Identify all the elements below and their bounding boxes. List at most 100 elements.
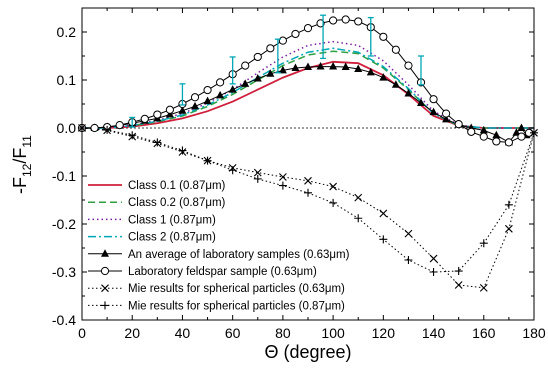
y-axis-title-mid: /F: [10, 148, 30, 164]
series-5-point: [391, 80, 400, 88]
series-5-point: [216, 90, 225, 99]
series-6-point: [391, 45, 400, 54]
series-5-point: [341, 62, 350, 71]
x-tick-label: 20: [124, 325, 140, 341]
series-5-point: [404, 88, 413, 97]
series-6-point: [354, 17, 363, 26]
x-tick-label: 140: [422, 325, 446, 341]
y-axis-title: -F12/F11: [10, 135, 34, 194]
legend-marker: [101, 249, 109, 257]
series-7-point: [379, 209, 388, 218]
series-8-point: [379, 235, 388, 244]
series-5-point: [379, 73, 388, 81]
series-5-point: [191, 101, 199, 110]
series-6-point: [429, 95, 438, 104]
legend-entry: Mie results for spherical particles (0.8…: [128, 300, 345, 312]
series-layer: [81, 18, 535, 289]
series-6-point: [140, 114, 149, 123]
series-7-point: [304, 176, 312, 185]
series-6-point: [291, 29, 300, 39]
series-line-1: [82, 60, 534, 129]
series-5-point: [517, 123, 526, 131]
series-8-point: [228, 166, 237, 175]
series-6-point: [203, 85, 212, 95]
x-tick-label: 100: [321, 325, 345, 341]
legend-entry: Class 0.1 (0.87μm): [128, 180, 226, 192]
series-8-point: [429, 268, 438, 276]
series-8-point: [278, 181, 287, 190]
series-5-point: [291, 63, 300, 71]
series-line-3: [82, 40, 534, 129]
series-5-point: [266, 69, 275, 77]
x-tick-label: 40: [175, 325, 191, 341]
series-6-point: [266, 44, 275, 53]
series-7-point: [429, 254, 438, 263]
svg-text:-F12/F11: -F12/F11: [10, 135, 34, 194]
x-tick-label: 180: [522, 325, 546, 341]
series-6-point: [341, 15, 350, 24]
series-6-point: [479, 132, 488, 141]
legend-entry: Laboratory feldspar sample (0.63μm): [128, 266, 317, 278]
series-6-point: [454, 120, 463, 129]
x-tick-label: 60: [225, 325, 241, 341]
series-5-point: [366, 67, 375, 76]
x-tick-label: 0: [78, 325, 86, 341]
series-6-point: [442, 109, 451, 118]
y-axis-title-sub2: 11: [20, 135, 34, 148]
legend-entry: An average of laboratory samples (0.63μm…: [128, 249, 350, 261]
series-5-point: [241, 79, 250, 87]
series-6-point: [241, 61, 250, 70]
y-tick-label: -0.1: [52, 168, 76, 184]
series-5-point: [203, 96, 212, 105]
series-8-point: [203, 156, 212, 165]
series-6-point: [379, 32, 388, 41]
series-5-point: [329, 62, 338, 70]
series-5-point: [278, 65, 287, 74]
series-8-point: [504, 200, 513, 209]
legend: Class 0.1 (0.87μm) Class 0.2 (0.87μm) Clas…: [88, 180, 350, 312]
series-5-point: [492, 130, 501, 139]
series-7-point: [479, 283, 488, 292]
y-tick-label: 0.1: [57, 72, 77, 88]
series-8-point: [329, 198, 338, 207]
series-5-point: [429, 107, 438, 116]
series-6-point: [316, 19, 325, 28]
y-tick-label: -0.2: [52, 216, 76, 232]
series-7-point: [505, 224, 513, 233]
legend-entry: Class 0.2 (0.87μm): [128, 197, 226, 209]
y-axis-title-main: -F: [10, 177, 30, 194]
series-8-point: [253, 174, 262, 183]
series-8-point: [304, 188, 312, 197]
series-5-point: [417, 98, 425, 107]
series-8-point: [479, 239, 488, 248]
x-tick-label: 80: [275, 325, 291, 341]
x-axis-title: Θ (degree): [264, 342, 351, 362]
series-6-point: [504, 138, 513, 147]
series-6-point: [329, 16, 338, 25]
series-6-point: [467, 127, 476, 136]
series-8-point: [404, 256, 413, 264]
series-5-point: [304, 62, 312, 71]
series-7-point: [279, 173, 287, 181]
series-8-point: [153, 138, 162, 147]
series-6-point: [153, 110, 162, 119]
series-5-point: [479, 125, 488, 134]
series-8-point: [178, 146, 187, 155]
series-5-point: [442, 114, 451, 123]
series-6-point: [90, 123, 99, 133]
legend-entry: Class 2 (0.87μm): [128, 232, 216, 244]
series-8-point: [454, 267, 463, 276]
series-6-point: [165, 105, 174, 114]
series-line-5: [82, 66, 527, 144]
tick-layer: 0 20 40 60 80 100 120 140 160 180 -0.4 -0.3 -0.2 -0.1…: [52, 8, 546, 341]
series-7-point: [454, 281, 463, 289]
y-tick-label: 0.0: [57, 120, 77, 136]
series-7-point: [354, 193, 363, 202]
legend-entry: Class 1 (0.87μm): [128, 214, 216, 226]
series-7-point: [253, 168, 262, 177]
series-5-point: [178, 106, 187, 114]
x-tick-label: 160: [472, 325, 496, 341]
legend-entry: Mie results for spherical particles (0.6…: [128, 283, 345, 295]
y-tick-label: -0.4: [52, 312, 76, 328]
